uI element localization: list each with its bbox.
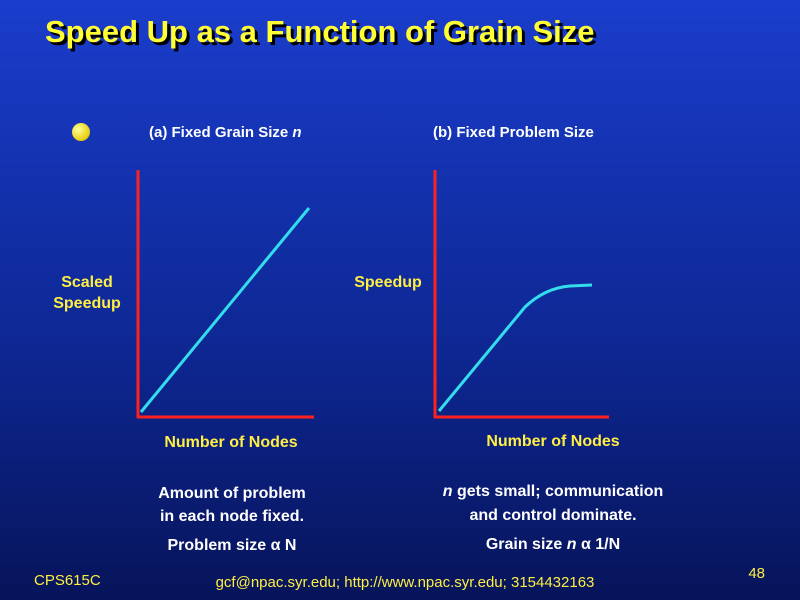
note: Amount of problem: [158, 485, 306, 502]
speedup-curve: [139, 207, 311, 413]
y-axis-label: Speedup: [53, 295, 121, 312]
note: Problem size α N: [168, 537, 297, 554]
x-axis-label: Number of Nodes: [486, 433, 619, 450]
course-code: CPS615C: [34, 572, 101, 589]
page-number: 48: [748, 565, 765, 582]
note: in each node fixed.: [160, 508, 304, 525]
note: Grain size n α 1/N: [486, 536, 620, 553]
panel-heading: (b) Fixed Problem Size: [433, 124, 594, 141]
note: n gets small; communication: [443, 483, 664, 500]
x-axis-label: Number of Nodes: [164, 434, 297, 451]
contact: gcf@npac.syr.edu; http://www.npac.syr.ed…: [216, 574, 595, 591]
panel-heading: (a) Fixed Grain Size n: [149, 124, 302, 141]
speedup-curve: [437, 283, 593, 412]
note: and control dominate.: [469, 507, 636, 524]
y-axis-label: Scaled: [61, 274, 113, 291]
title-shadow: Speed Up as a Function of Grain Size: [48, 17, 597, 52]
y-axis-label: Speedup: [354, 274, 422, 291]
bullet: [72, 123, 90, 141]
title: Speed Up as a Function of Grain Size: [45, 14, 594, 49]
